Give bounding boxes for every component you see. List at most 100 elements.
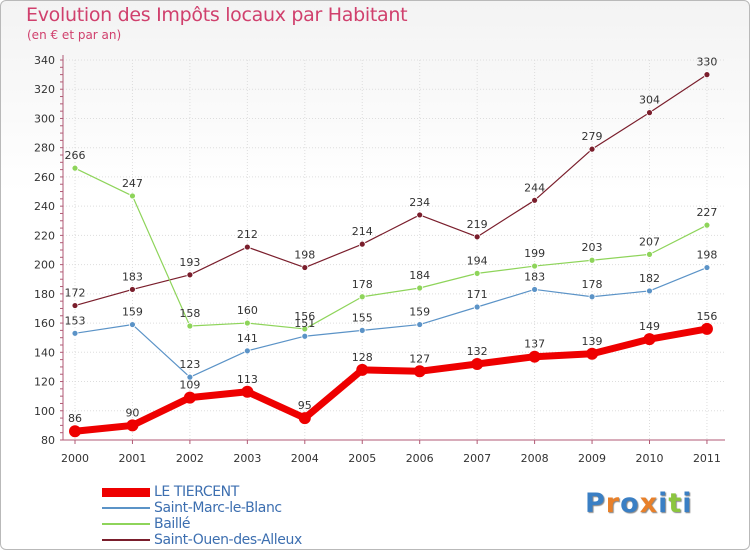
data-label-saint-marc-le-blanc: 198 (696, 249, 717, 262)
data-point-le-tiercent (413, 365, 426, 378)
data-point-baill- (186, 322, 194, 330)
data-point-le-tiercent (241, 385, 254, 398)
data-point-saint-ouen-des-alleux (129, 286, 136, 293)
data-label-le-tiercent: 90 (125, 406, 139, 419)
y-tick-label: 340 (34, 54, 55, 67)
x-tick-label: 2005 (348, 452, 376, 465)
data-label-saint-marc-le-blanc: 171 (467, 288, 488, 301)
data-label-saint-marc-le-blanc: 151 (294, 317, 315, 330)
data-label-baill-: 266 (65, 149, 86, 162)
data-label-saint-marc-le-blanc: 159 (409, 306, 430, 319)
x-tick-label: 2008 (521, 452, 549, 465)
x-tick-label: 2002 (176, 452, 204, 465)
y-tick-label: 80 (41, 434, 55, 447)
y-tick-label: 180 (34, 288, 55, 301)
data-label-saint-marc-le-blanc: 182 (639, 272, 660, 285)
data-point-baill- (473, 269, 481, 277)
y-tick-label: 160 (34, 317, 55, 330)
data-label-saint-marc-le-blanc: 141 (237, 332, 258, 345)
logo-letter: r (605, 488, 621, 519)
data-point-saint-marc-le-blanc (71, 329, 79, 337)
data-label-baill-: 194 (467, 254, 488, 267)
proxiti-logo: Proxiti (585, 488, 693, 519)
data-label-baill-: 247 (122, 177, 143, 190)
data-label-baill-: 207 (639, 235, 660, 248)
data-label-saint-ouen-des-alleux: 212 (237, 228, 258, 241)
x-tick-label: 2009 (578, 452, 606, 465)
data-point-le-tiercent (528, 350, 541, 363)
x-tick-label: 2001 (118, 452, 146, 465)
data-point-baill- (416, 284, 424, 292)
data-point-baill- (358, 293, 366, 301)
data-label-le-tiercent: 109 (179, 379, 200, 392)
data-label-le-tiercent: 113 (237, 373, 258, 386)
legend-label: Baillé (154, 516, 191, 532)
data-point-saint-ouen-des-alleux (703, 71, 711, 79)
data-point-le-tiercent (298, 412, 311, 425)
data-point-saint-marc-le-blanc (531, 286, 538, 293)
data-point-le-tiercent (126, 419, 139, 432)
x-tick-label: 2011 (693, 452, 721, 465)
series-line-saint-marc-le-blanc (74, 266, 708, 378)
data-point-saint-ouen-des-alleux (473, 233, 481, 241)
y-tick-label: 200 (34, 259, 55, 272)
data-point-le-tiercent (700, 322, 713, 335)
data-label-baill-: 199 (524, 247, 545, 260)
legend-label: LE TIERCENT (154, 484, 239, 500)
data-label-baill-: 203 (582, 241, 603, 254)
data-label-saint-ouen-des-alleux: 172 (65, 287, 86, 300)
data-point-saint-ouen-des-alleux (243, 243, 251, 251)
logo-letter: x (639, 488, 659, 519)
y-tick-label: 320 (34, 83, 55, 96)
data-label-le-tiercent: 156 (696, 310, 717, 323)
data-label-baill-: 227 (696, 206, 717, 219)
data-point-le-tiercent (183, 391, 196, 404)
data-label-saint-ouen-des-alleux: 183 (122, 270, 143, 283)
data-point-le-tiercent (471, 358, 484, 370)
series-line-le-tiercent (71, 325, 711, 435)
data-point-saint-marc-le-blanc (243, 347, 251, 355)
data-label-saint-ouen-des-alleux: 244 (524, 181, 545, 194)
data-point-saint-marc-le-blanc (588, 293, 596, 301)
data-point-baill- (71, 164, 79, 172)
data-label-le-tiercent: 128 (352, 351, 373, 364)
y-tick-label: 100 (34, 405, 55, 418)
data-point-baill- (531, 262, 538, 270)
data-point-baill- (243, 319, 251, 327)
chart-title: Evolution des Impôts locaux par Habitant (26, 4, 408, 26)
series-line-saint-ouen-des-alleux (74, 74, 708, 307)
logo-letter: P (585, 488, 606, 519)
y-tick-label: 140 (34, 346, 55, 359)
x-tick-label: 2003 (233, 452, 261, 465)
data-point-baill- (301, 325, 309, 333)
y-tick-label: 120 (34, 376, 55, 389)
data-point-baill- (646, 250, 653, 258)
data-label-saint-marc-le-blanc: 178 (582, 278, 603, 291)
data-point-saint-ouen-des-alleux (416, 211, 424, 219)
data-point-saint-ouen-des-alleux (588, 145, 596, 153)
data-point-saint-ouen-des-alleux (301, 264, 309, 271)
data-label-saint-ouen-des-alleux: 214 (352, 225, 373, 238)
x-tick-label: 2000 (61, 452, 89, 465)
data-label-le-tiercent: 95 (298, 399, 312, 412)
data-label-baill-: 158 (179, 307, 200, 320)
data-point-saint-marc-le-blanc (129, 321, 136, 328)
data-label-saint-marc-le-blanc: 153 (65, 314, 86, 327)
y-tick-label: 280 (34, 142, 55, 155)
data-label-le-tiercent: 127 (409, 352, 430, 365)
data-point-saint-marc-le-blanc (186, 373, 194, 381)
data-point-saint-ouen-des-alleux (531, 196, 538, 204)
x-tick-label: 2004 (291, 452, 319, 465)
data-point-saint-ouen-des-alleux (358, 240, 366, 248)
data-label-le-tiercent: 86 (68, 412, 82, 425)
data-point-baill- (588, 256, 596, 264)
data-label-baill-: 160 (237, 304, 258, 317)
data-label-saint-ouen-des-alleux: 219 (467, 218, 488, 231)
legend-label: Saint-Marc-le-Blanc (154, 500, 282, 516)
y-tick-label: 240 (34, 200, 55, 213)
data-label-baill-: 178 (352, 278, 373, 291)
legend-swatch (102, 507, 150, 509)
data-point-saint-ouen-des-alleux (646, 109, 653, 117)
